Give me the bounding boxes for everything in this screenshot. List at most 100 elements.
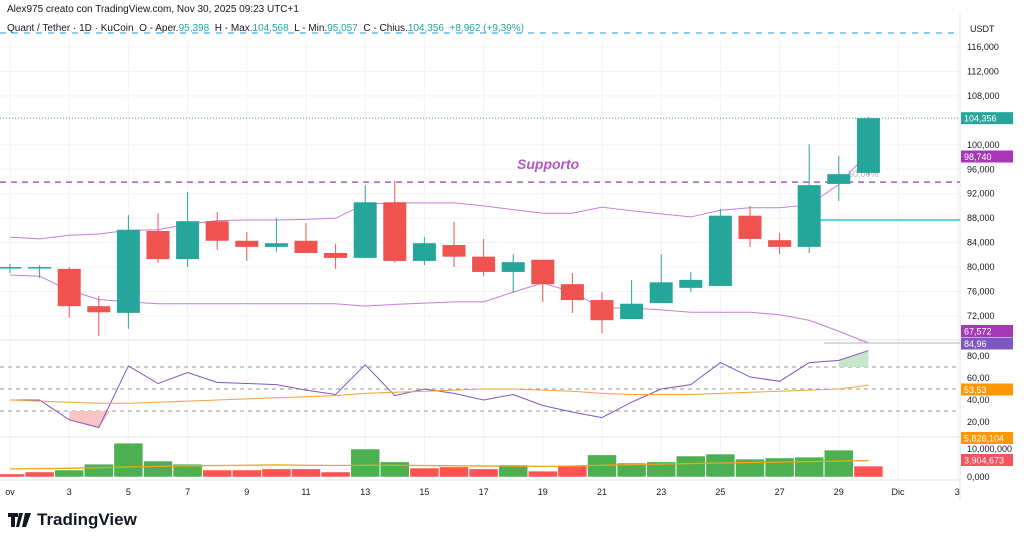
volume-axis-label: 10,000,000 (967, 444, 1012, 454)
candle-bearish (57, 268, 81, 307)
candle-bullish (116, 229, 140, 313)
x-axis-label: 29 (834, 487, 844, 497)
candle-bearish (590, 300, 614, 321)
volume-bar (468, 468, 499, 478)
rsi-line (10, 350, 869, 429)
price-axis-label: 72,000 (967, 311, 995, 321)
tradingview-logo: TradingView (8, 510, 137, 530)
volume-bar (143, 460, 173, 478)
x-axis-label: 21 (597, 487, 607, 497)
volume-bar (439, 466, 469, 478)
rsi-axis-label: 40,00 (967, 395, 990, 405)
candle-bearish (87, 306, 111, 313)
high-label: H - Max. (214, 23, 253, 34)
volume-bar (202, 469, 232, 478)
x-axis-label: 11 (301, 487, 310, 497)
volume-bar (528, 470, 558, 478)
candle-bearish (768, 240, 792, 247)
bb-lower-text: 67,572 (964, 327, 992, 337)
bb-upper-text: 98,740 (964, 152, 992, 162)
volume-bar (232, 469, 262, 478)
tradingview-logo-icon (8, 513, 31, 527)
chart-canvas[interactable]: Supporto 50,00% ov 3 5 7 9 11 13 15 17 19 21 23 25 27 29… (0, 0, 1024, 505)
open-value: 95,398 (178, 23, 210, 34)
volume-bar (557, 465, 588, 478)
rsi-axis-label: 80,00 (967, 351, 990, 361)
volume-bar (261, 468, 292, 478)
candle-bearish (560, 284, 584, 301)
x-axis-label: 25 (715, 487, 725, 497)
volume-bar (735, 458, 765, 478)
candle-bearish (146, 230, 170, 260)
rsi-axis-label: 20,00 (967, 417, 990, 427)
rsi-value-text: 84,96 (964, 339, 987, 349)
candle-bearish (294, 240, 318, 253)
high-value: 104,568 (252, 23, 289, 34)
x-axis-label: ov (5, 487, 15, 497)
fib-level-label: 50,00% (848, 169, 879, 179)
price-axis-label: 88,000 (967, 213, 995, 223)
candle-bearish (383, 202, 407, 261)
volume-bar (676, 455, 706, 478)
candle-bullish (28, 267, 52, 269)
price-axis-label: 80,000 (967, 262, 995, 272)
open-label: O - Aper. (139, 23, 179, 34)
candle-bullish (176, 221, 200, 260)
x-axis-label: 9 (244, 487, 249, 497)
price-axis-label: 84,000 (967, 238, 995, 248)
volume-bar (824, 449, 854, 478)
rsi-overbought-fill (838, 350, 869, 367)
x-axis-label: 13 (360, 487, 370, 497)
volume-bar (498, 464, 528, 478)
candle-bearish (472, 256, 496, 272)
volume-bar (380, 461, 410, 478)
x-axis-label: 7 (185, 487, 190, 497)
bb-lower-tag (961, 325, 1013, 337)
symbol-legend: Quant / Tether · 1D · KuCoin O - Aper.95… (7, 23, 524, 34)
volume-bar (54, 469, 84, 478)
price-axis-label: 100,000 (967, 140, 1000, 150)
candle-bullish (679, 279, 703, 288)
volume-value-text: 3,904,673 (964, 456, 1004, 466)
brand-name: TradingView (37, 510, 137, 529)
volume-bar (291, 468, 321, 478)
volume-bar (794, 456, 824, 478)
volume-bar (113, 442, 144, 478)
x-axis-label: 3 (67, 487, 72, 497)
price-axis-label: 76,000 (967, 287, 995, 297)
low-value: 95,057 (327, 23, 358, 34)
candle-bearish (205, 221, 229, 241)
candle-bullish (856, 118, 880, 173)
close-value: 104,356 (407, 23, 444, 34)
candle-bullish (353, 202, 377, 258)
support-annotation: Supporto (517, 156, 580, 172)
price-axis-label: 116,000 (967, 42, 999, 52)
volume-ma-value-tag (961, 432, 1013, 444)
bb-upper-tag (961, 150, 1013, 163)
volume-ma-line (9, 460, 869, 470)
x-axis-label: 27 (775, 487, 785, 497)
rsi-ma-value-text: 53,53 (964, 385, 987, 395)
candle-bullish (501, 262, 525, 272)
symbol-name[interactable]: Quant / Tether · 1D · KuCoin (7, 23, 134, 34)
candle-bullish (708, 215, 732, 286)
price-axis-label: 112,000 (967, 66, 999, 76)
volume-bar (350, 448, 380, 478)
low-label: L - Min. (294, 23, 328, 34)
x-axis-label: 15 (419, 487, 429, 497)
volume-ma-value-text: 5,826,104 (964, 434, 1004, 444)
candle-bearish (324, 252, 348, 258)
volume-bar (172, 463, 203, 478)
rsi-ma-line (9, 384, 869, 404)
volume-bar (24, 471, 55, 478)
volume-bar (646, 461, 676, 478)
volume-bar (0, 473, 25, 478)
author-line: Alex975 creato con TradingView.com, Nov … (7, 4, 299, 15)
rsi-axis-label: 60,00 (967, 373, 990, 383)
volume-bar (320, 471, 351, 478)
candle-bullish (620, 303, 644, 320)
candle-bullish (827, 174, 851, 184)
rsi-ma-value-tag (961, 383, 1013, 396)
last-price-tag (961, 112, 1013, 125)
volume-bar (409, 467, 440, 478)
